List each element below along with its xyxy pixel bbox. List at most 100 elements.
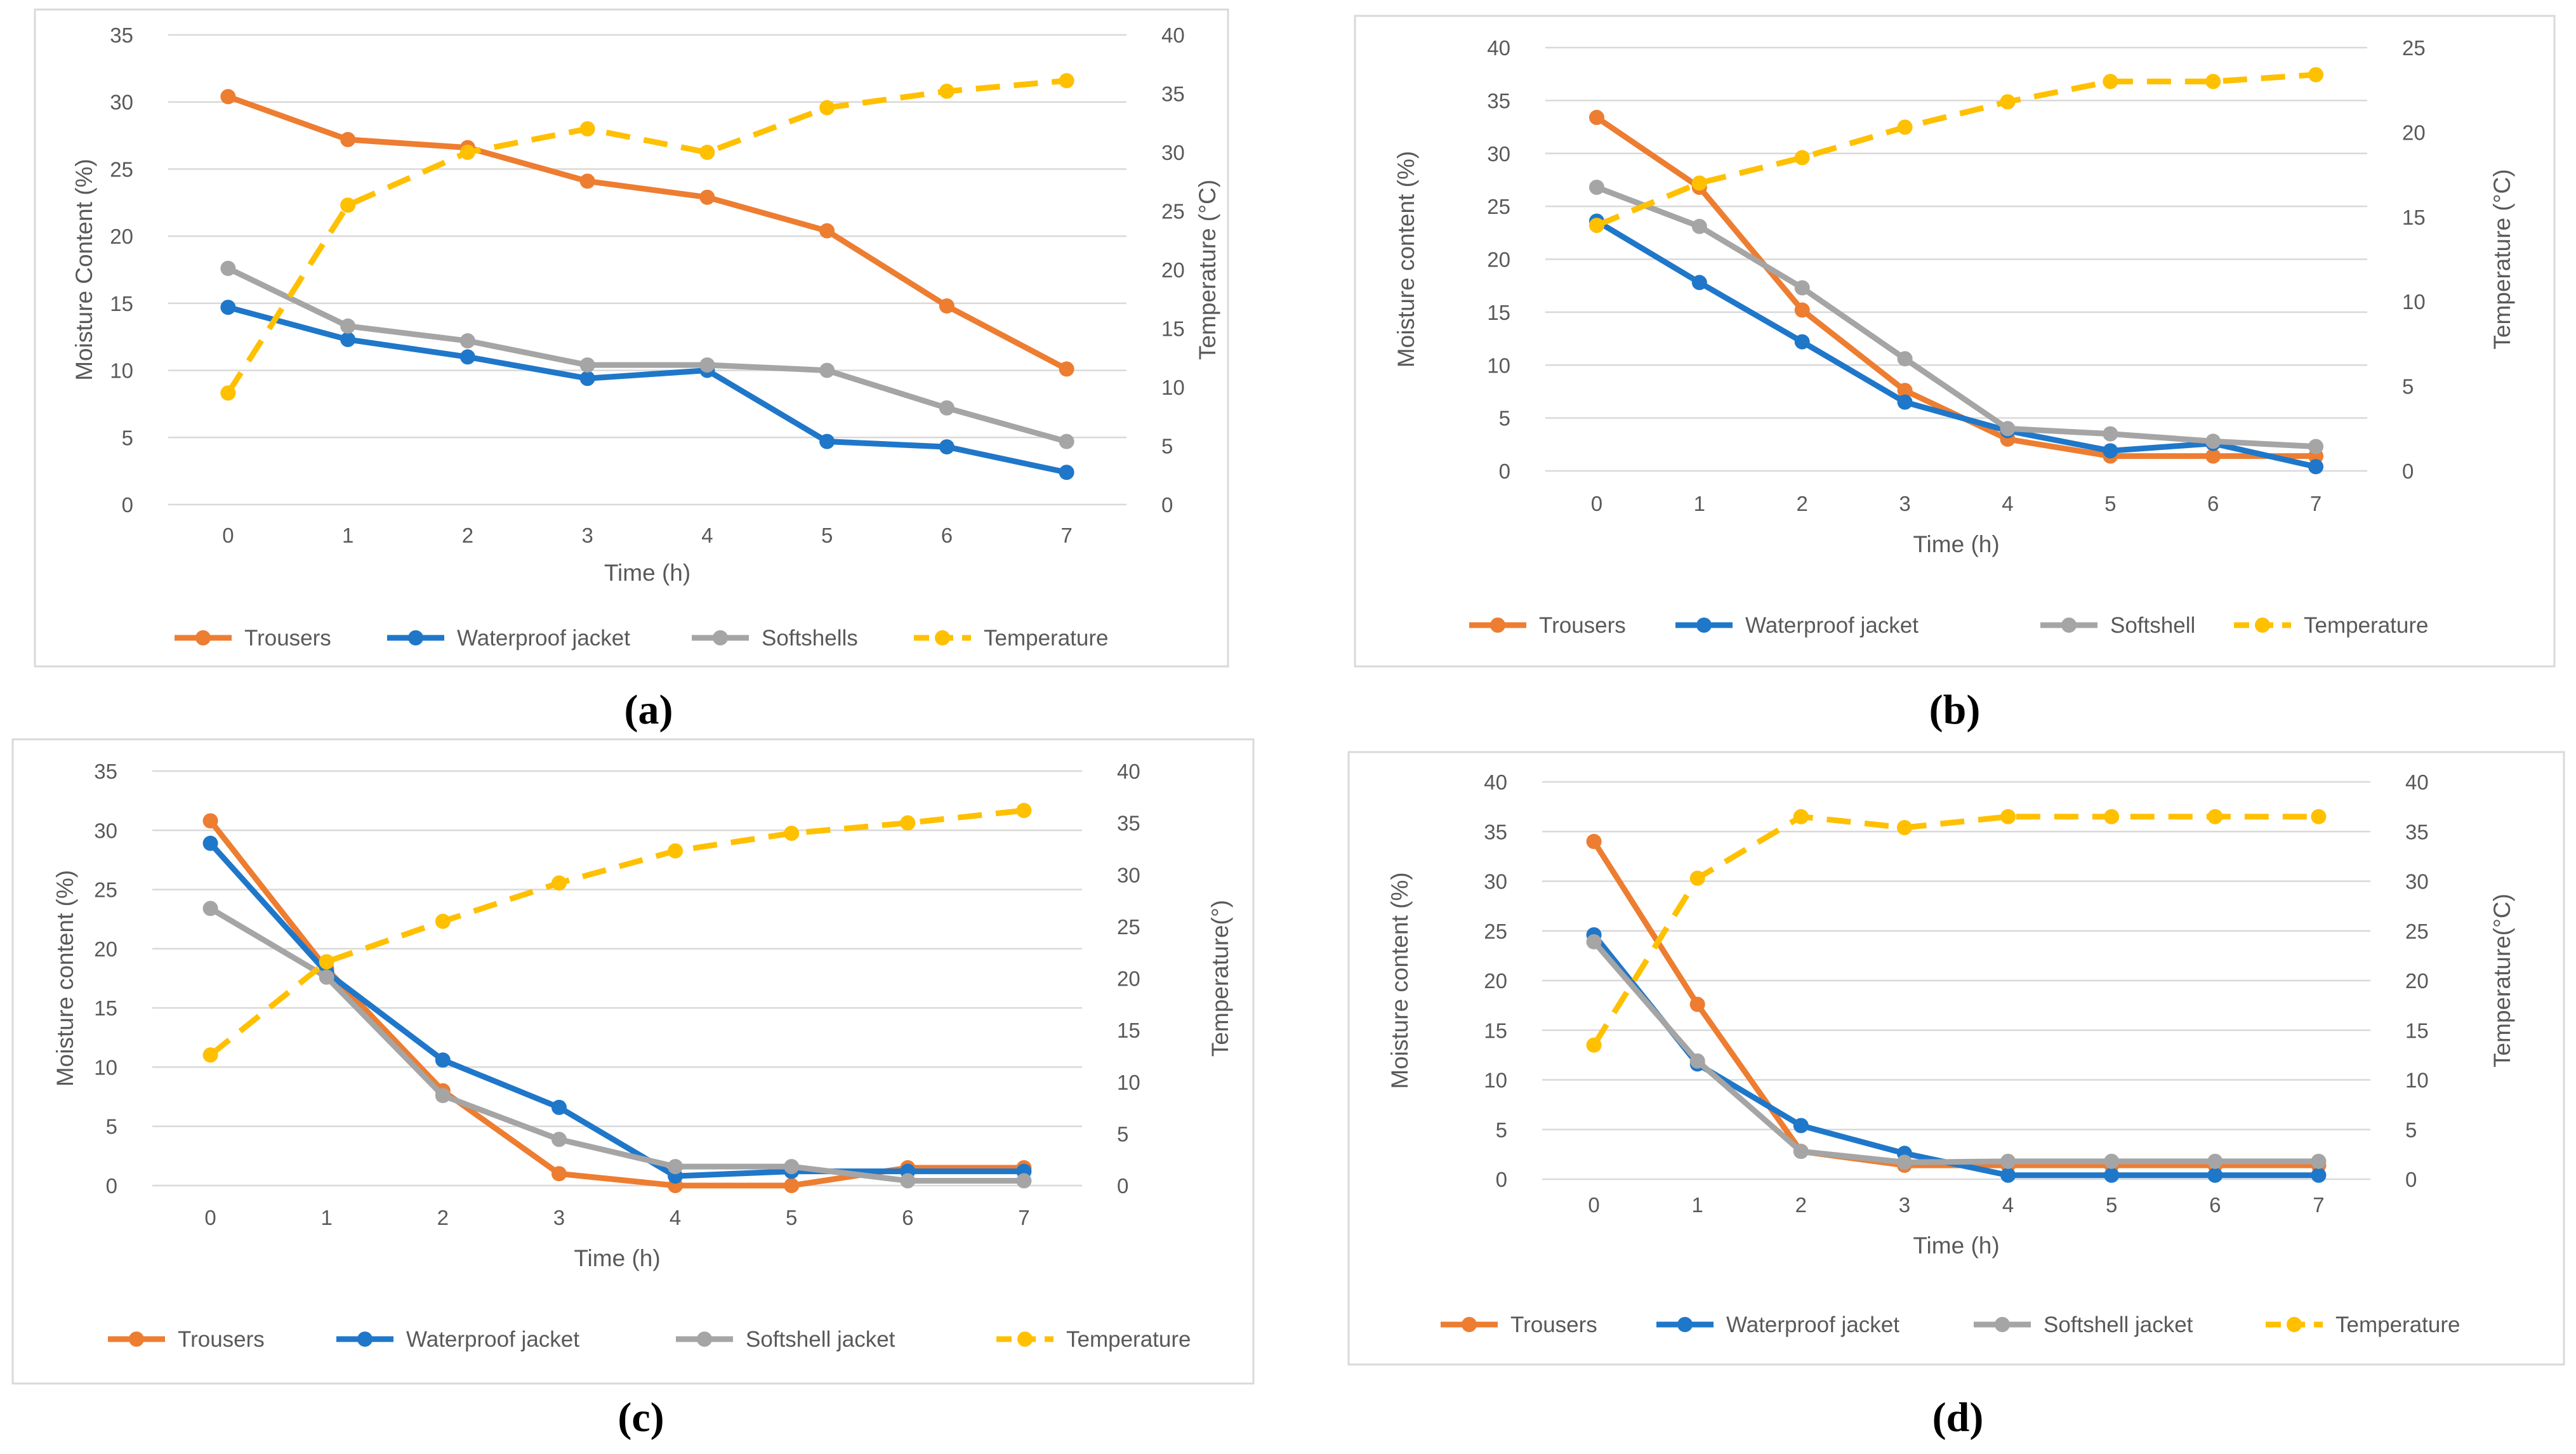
- panel-c-series-temperature-point: [900, 815, 916, 831]
- panel-c-y2-tick-label: 20: [1117, 967, 1140, 991]
- panel-b-y-tick-label: 0: [1499, 459, 1510, 483]
- panel-c-legend-waterproof-jacket-label: Waterproof jacket: [406, 1327, 579, 1352]
- panel-a-series-softshells-point: [220, 260, 236, 276]
- panel-c-series-softshell-jacket-line: [208, 905, 1027, 1184]
- panel-a-x-tick-label: 2: [462, 524, 473, 547]
- panel-d-x-tick-label: 1: [1692, 1193, 1703, 1217]
- panel-b-y-axis-title: Moisture content (%): [1393, 151, 1419, 367]
- panel-a-y-tick-label: 25: [110, 157, 133, 181]
- panel-b-series-trousers-point: [1794, 302, 1810, 318]
- panel-b-legend-waterproof-jacket-label: Waterproof jacket: [1745, 613, 1919, 638]
- panel-b-series-trousers-point: [1589, 110, 1604, 126]
- panel-a-series-waterproof-jacket-point: [819, 433, 835, 449]
- panel-b-series-temperature-point: [2308, 67, 2324, 83]
- panel-a-series-temperature-point: [579, 121, 595, 136]
- panel-d-y2-axis-title: Temperature(°C): [2489, 894, 2515, 1067]
- panel-a-y2-tick-label: 30: [1161, 141, 1185, 164]
- panel-d-series-softshell-jacket-point: [2104, 1153, 2120, 1169]
- panel-d-legend-waterproof-jacket-marker: [1677, 1317, 1693, 1332]
- panel-c-legend-trousers-marker: [129, 1332, 144, 1347]
- panel-d-series-softshell-jacket-point: [2311, 1153, 2327, 1169]
- panel-b-x-tick-label: 5: [2104, 492, 2116, 515]
- panel-c-series-softshell-jacket-point: [202, 901, 218, 916]
- panel-c-series-temperature-point: [668, 843, 684, 859]
- panel-c-y2-tick-label: 35: [1117, 812, 1140, 835]
- panel-d-legend-waterproof-jacket-label: Waterproof jacket: [1726, 1312, 1899, 1337]
- panel-b-y-tick-label: 5: [1499, 407, 1510, 430]
- panel-d-frame: [1347, 751, 2565, 1366]
- panel-c-y2-tick-label: 0: [1117, 1174, 1128, 1198]
- panel-a-series-softshells-line: [225, 265, 1070, 445]
- panel-b-x-tick-label: 6: [2207, 492, 2219, 515]
- panel-c-y-tick-label: 20: [94, 937, 117, 961]
- panel-a-series-trousers-point: [579, 173, 595, 189]
- panel-b-series-trousers-point: [2205, 448, 2221, 464]
- panel-b-series-waterproof-jacket-point: [2308, 459, 2324, 475]
- panel-b-label: (b): [1929, 687, 1981, 733]
- panel-d-series-softshell-jacket-point: [2000, 1153, 2016, 1169]
- panel-b-y2-tick-label: 5: [2402, 375, 2414, 399]
- panel-a-legend-softshells-marker: [713, 630, 728, 645]
- panel-c-legend-softshell-jacket-marker: [697, 1332, 712, 1347]
- panel-c-y-tick-label: 15: [94, 996, 117, 1020]
- panel-a-series-temperature-point: [939, 83, 954, 99]
- panel-c-x-tick-label: 2: [437, 1206, 449, 1229]
- panel-a-legend-trousers-label: Trousers: [244, 626, 331, 651]
- panel-c-series-softshell-jacket-point: [1016, 1173, 1032, 1189]
- panel-c-x-tick-label: 5: [786, 1206, 797, 1229]
- panel-b-x-tick-label: 1: [1694, 492, 1705, 515]
- panel-b-y-tick-label: 25: [1487, 195, 1510, 218]
- panel-d-legend-temperature-label: Temperature: [2335, 1312, 2460, 1337]
- panel-d-series-temperature-point: [1689, 870, 1705, 886]
- panel-d-series-waterproof-jacket-point: [1793, 1118, 1809, 1133]
- panel-a-series-softshells-point: [819, 362, 835, 378]
- panel-b-y-tick-label: 10: [1487, 354, 1510, 377]
- panel-d-series-temperature-point: [2311, 809, 2327, 824]
- panel-b-series-temperature-point: [1794, 150, 1810, 166]
- panel-d-label: (d): [1932, 1394, 1984, 1441]
- panel-a-series-trousers-point: [939, 298, 954, 314]
- panel-d-x-tick-label: 7: [2313, 1193, 2324, 1217]
- panel-a-legend-trousers-marker: [195, 630, 211, 645]
- panel-a-y2-tick-label: 5: [1161, 435, 1173, 458]
- panel-b-series-softshell-point: [2205, 433, 2221, 449]
- panel-b-series-softshell-line: [1594, 184, 2319, 450]
- panel-c-series-trousers-point: [202, 813, 218, 829]
- panel-c-legend-waterproof-jacket-marker: [357, 1332, 373, 1347]
- panel-c-series-waterproof-jacket-point: [435, 1052, 451, 1068]
- panel-b-series-softshell-point: [1589, 180, 1604, 195]
- panel-d-series-temperature-point: [2207, 809, 2223, 824]
- panel-b-legend-softshell-label: Softshell: [2110, 613, 2195, 638]
- panel-d-legend-softshell-jacket-label: Softshell jacket: [2044, 1312, 2193, 1337]
- panel-c-series-softshell-jacket-point: [551, 1132, 567, 1147]
- panel-c-x-tick-label: 4: [670, 1206, 681, 1229]
- panel-c-legend-temperature-marker: [1017, 1332, 1033, 1347]
- panel-d-x-tick-label: 6: [2209, 1193, 2221, 1217]
- panel-d-y2-tick-label: 5: [2405, 1118, 2417, 1142]
- panel-b-y2-tick-label: 10: [2402, 290, 2426, 314]
- panel-a-x-axis-title: Time (h): [604, 560, 690, 586]
- panel-b-series-softshell-point: [1897, 351, 1913, 367]
- panel-d-series-temperature-point: [2104, 809, 2120, 824]
- panel-a-legend-softshells-label: Softshells: [762, 626, 858, 651]
- panel-d-series-softshell-jacket-point: [1586, 934, 1602, 949]
- panel-c-series-temperature-point: [435, 913, 451, 929]
- panel-c-x-tick-label: 7: [1018, 1206, 1029, 1229]
- panel-a-y-tick-label: 5: [122, 426, 133, 449]
- panel-d-y2-tick-label: 10: [2405, 1069, 2429, 1092]
- panel-c-y2-tick-label: 5: [1117, 1122, 1128, 1146]
- panel-a-series-waterproof-jacket-line: [225, 304, 1070, 475]
- panel-d-series-softshell-jacket-point: [1689, 1053, 1705, 1069]
- panel-a-y2-tick-label: 40: [1161, 23, 1185, 47]
- panel-a-frame: [34, 8, 1229, 668]
- panel-a-series-trousers-point: [819, 223, 835, 239]
- panel-d-legend-trousers-label: Trousers: [1510, 1312, 1597, 1337]
- panel-a-series-trousers-point: [340, 131, 356, 147]
- panel-a: 0 5 10 15 20 25 30 35 0 5 10 15 20 25 30 35 40 0 1 2 3 4 5 6 7 Ti…: [34, 8, 1229, 733]
- panel-a-series-temperature-point: [459, 145, 475, 160]
- panel-d-legend-temperature-marker: [2287, 1317, 2302, 1332]
- panel-a-legend-temperature-label: Temperature: [984, 626, 1108, 651]
- panel-d-y-tick-label: 40: [1484, 770, 1507, 794]
- panel-b-x-tick-label: 3: [1899, 492, 1910, 515]
- panel-c-y2-tick-label: 10: [1117, 1071, 1140, 1094]
